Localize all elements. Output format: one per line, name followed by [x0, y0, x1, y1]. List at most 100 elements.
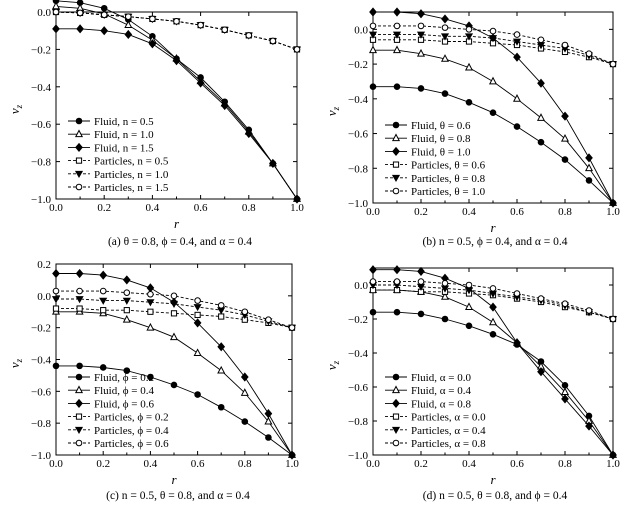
y-tick-label: −1.0 [31, 450, 51, 462]
legend-marker [75, 413, 83, 420]
data-point [488, 35, 498, 43]
data-point [513, 52, 521, 62]
legend-marker [392, 161, 400, 168]
data-point [124, 20, 133, 28]
data-point [392, 45, 402, 54]
data-point [100, 26, 109, 36]
data-point [585, 153, 593, 163]
series-1 [369, 308, 617, 459]
data-point [100, 307, 107, 314]
legend-marker [75, 373, 83, 381]
data-point [148, 39, 157, 49]
data-point [146, 299, 155, 307]
data-point [217, 403, 225, 411]
data-point [369, 278, 377, 285]
legend-marker [391, 426, 401, 435]
plot-frame [55, 11, 298, 200]
series-6 [369, 22, 617, 68]
legend-label: Particles, n = 0.5 [94, 156, 169, 168]
legend-label: Fluid, α = 0.8 [411, 398, 471, 410]
data-point [609, 450, 617, 460]
panel-caption: (b) n = 0.5, ϕ = 0.4, and α = 0.4 [423, 236, 568, 248]
data-point [122, 297, 131, 305]
series-3 [369, 265, 617, 460]
data-point [51, 296, 61, 304]
chart-panel-2: 0.0 0.2 0.4 0.6 0.8 1.0 0.0 −0.2 −0.4 −0.6 −0.8 −1.… [324, 7, 620, 248]
legend-marker [392, 373, 400, 381]
panel-caption: (d) n = 0.5, θ = 0.8, and ϕ = 0.4 [423, 490, 568, 502]
x-tick-label: 0.0 [366, 206, 380, 218]
y-axis-label-subscript: z [331, 106, 341, 111]
data-point [52, 305, 60, 312]
data-point [241, 418, 249, 425]
data-point [585, 421, 593, 431]
y-tick-label: 0.2 [37, 259, 51, 271]
legend-label: Particles, n = 1.0 [94, 169, 169, 181]
data-point [293, 46, 301, 53]
data-point [288, 450, 296, 460]
series-3 [52, 24, 301, 204]
y-tick-label: −0.8 [348, 416, 368, 428]
data-point [488, 317, 498, 326]
data-point [369, 22, 377, 30]
y-axis-label: vz [324, 360, 341, 370]
legend-marker [75, 183, 83, 191]
data-point [393, 308, 401, 316]
legend-marker [74, 426, 84, 435]
data-point [416, 31, 426, 39]
data-point [561, 394, 569, 404]
x-tick-label: 0.4 [462, 206, 476, 218]
data-point [99, 287, 107, 295]
x-tick-label: 0.2 [414, 206, 428, 218]
y-tick-label: −1.0 [348, 198, 368, 210]
data-point [149, 15, 156, 23]
data-point [76, 287, 83, 295]
legend-label: Fluid, n = 1.5 [94, 142, 154, 154]
series-1 [52, 362, 296, 459]
data-point [172, 56, 181, 66]
data-point [264, 409, 273, 419]
data-point [393, 265, 401, 275]
data-point [288, 324, 296, 331]
legend-label: Fluid, α = 0.4 [411, 385, 471, 397]
data-point [465, 26, 473, 33]
legend-label: Fluid, α = 0.0 [411, 372, 471, 384]
data-point [393, 83, 401, 90]
data-point [146, 283, 155, 293]
data-point [193, 348, 202, 357]
series-line [373, 86, 614, 204]
data-point [220, 100, 229, 111]
data-point [488, 76, 498, 85]
data-point [561, 156, 569, 163]
legend-label: Fluid, θ = 0.8 [411, 133, 471, 145]
x-tick-label: 0.0 [366, 458, 380, 470]
x-tick-label: 1.0 [285, 458, 299, 470]
data-point [441, 90, 449, 97]
data-point [75, 268, 84, 279]
y-tick-label: −0.4 [31, 355, 51, 367]
y-tick-label: −0.2 [348, 314, 368, 326]
data-point [417, 9, 425, 19]
data-point [76, 362, 83, 370]
data-point [194, 311, 201, 319]
data-point [465, 98, 473, 106]
legend-label: Particles, ϕ = 0.6 [94, 438, 169, 450]
data-point [76, 9, 84, 17]
data-point [265, 434, 272, 441]
data-point [147, 373, 154, 381]
data-point [265, 316, 272, 324]
legend-label: Particles, α = 0.8 [411, 438, 486, 450]
legend-label: Fluid, θ = 0.6 [411, 120, 471, 132]
y-tick-label: −0.8 [31, 418, 51, 430]
data-point [464, 302, 474, 310]
data-point [193, 318, 202, 328]
x-axis-label: r [490, 472, 496, 487]
data-point [173, 18, 180, 25]
y-tick-label: −0.4 [348, 348, 368, 360]
data-point [146, 322, 155, 331]
data-point [122, 314, 131, 323]
data-point [561, 300, 569, 308]
chart-panel-3: 0.0 0.2 0.4 0.6 0.8 1.0 0.2 0.0 −0.2 −0.4 −0.6 −0.8… [7, 259, 299, 502]
